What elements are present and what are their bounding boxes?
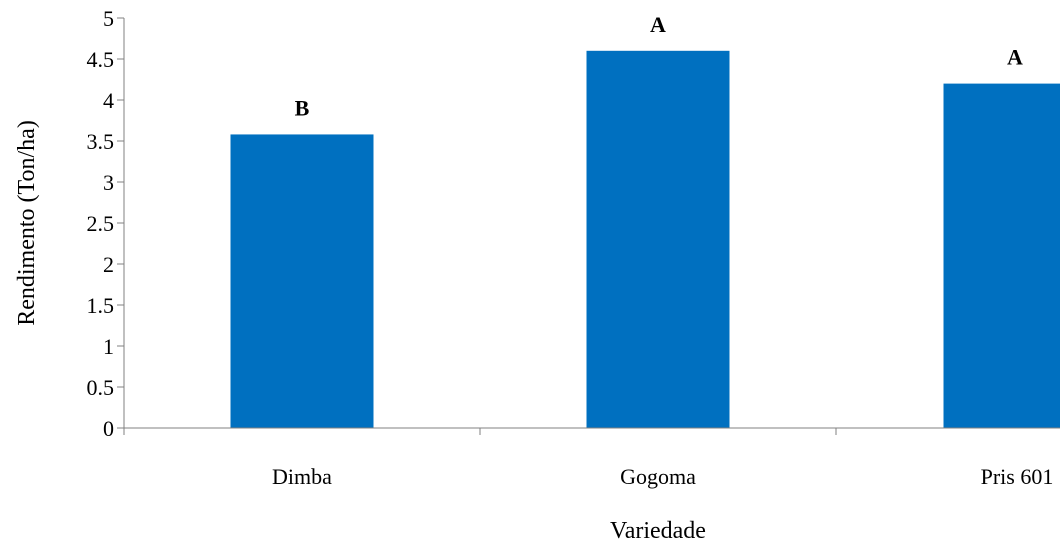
x-axis-title: Variedade — [610, 518, 706, 544]
y-tick-label: 4 — [103, 88, 114, 113]
x-axis-ticks: Dimba Gogoma Pris 601 — [123, 428, 1054, 489]
y-tick-label: 5 — [103, 6, 114, 31]
y-tick-label: 2.5 — [87, 211, 115, 236]
y-tick-label: 3.5 — [87, 129, 115, 154]
bar-dimba — [230, 134, 374, 428]
y-axis-title: Rendimento (Ton/ha) — [14, 120, 40, 326]
y-tick-label: 4.5 — [87, 47, 115, 72]
bar-gogoma — [586, 50, 730, 429]
data-labels-group: B A A — [295, 12, 1023, 121]
y-tick-label: 2 — [103, 252, 114, 277]
x-tick-label: Pris 601 — [981, 464, 1054, 489]
data-label: A — [650, 12, 666, 37]
x-tick-label: Dimba — [272, 464, 332, 489]
bars-group — [230, 50, 1060, 429]
y-tick-label: 1 — [103, 334, 114, 359]
y-tick-label: 0.5 — [87, 375, 115, 400]
y-tick-label: 3 — [103, 170, 114, 195]
x-tick-label: Gogoma — [620, 464, 696, 489]
data-label: A — [1007, 45, 1023, 70]
y-tick-label: 0 — [103, 416, 114, 441]
y-tick-label: 1.5 — [87, 293, 115, 318]
data-label: B — [295, 95, 310, 120]
y-axis-ticks: 0 0.5 1 1.5 2 2.5 3 3.5 4 4.5 5 — [87, 6, 124, 441]
bar-pris-601 — [943, 83, 1060, 428]
